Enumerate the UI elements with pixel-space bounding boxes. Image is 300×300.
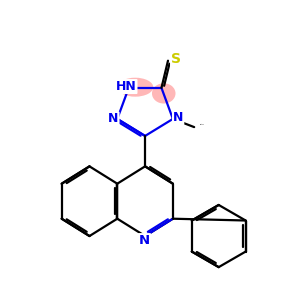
Text: S: S [171,52,181,66]
Text: methyl: methyl [200,124,205,125]
Text: N: N [108,112,118,125]
Text: N: N [173,111,183,124]
Ellipse shape [152,83,175,103]
Text: HN: HN [116,80,136,93]
Ellipse shape [117,78,153,97]
Text: N: N [139,234,150,247]
